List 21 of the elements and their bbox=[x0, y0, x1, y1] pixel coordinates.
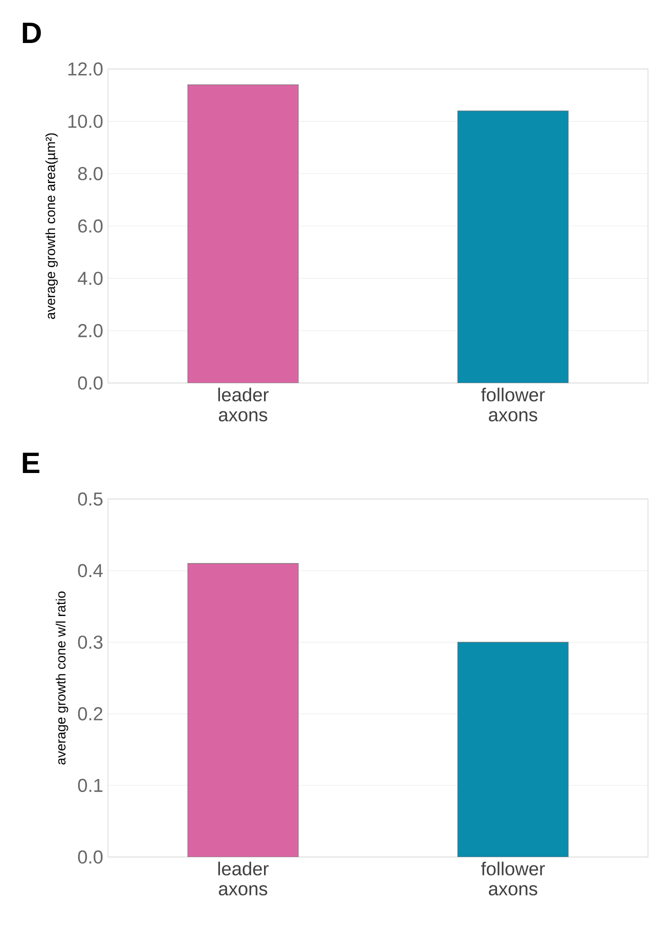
chart-title: E bbox=[22, 452, 40, 473]
y-tick-label: 10.0 bbox=[68, 114, 103, 128]
y-axis-title: average growth cone w/l ratio bbox=[56, 592, 68, 765]
y-tick-label: 8.0 bbox=[78, 167, 103, 180]
y-tick-label: 0.2 bbox=[78, 707, 102, 720]
x-tick-label: leader axons bbox=[218, 862, 269, 896]
x-tick-label: follower axons bbox=[481, 862, 545, 896]
y-tick-label: 0.5 bbox=[78, 492, 103, 506]
y-tick-label: 0.3 bbox=[78, 636, 102, 649]
y-tick-label: 0.0 bbox=[78, 850, 103, 864]
x-tick-label: leader axons bbox=[218, 388, 269, 422]
y-tick-label: 0.1 bbox=[78, 778, 102, 792]
x-tick-label: follower axons bbox=[481, 388, 545, 422]
y-axis-title: average growth cone area(µm²) bbox=[45, 133, 58, 319]
y-tick-label: 4.0 bbox=[78, 272, 103, 285]
y-tick-label: 0.4 bbox=[78, 564, 103, 578]
y-tick-label: 12.0 bbox=[68, 62, 103, 76]
y-tick-label: 0.0 bbox=[78, 376, 103, 390]
y-tick-label: 2.0 bbox=[78, 324, 103, 338]
y-tick-label: 6.0 bbox=[78, 219, 103, 233]
chart-title: D bbox=[22, 22, 41, 43]
